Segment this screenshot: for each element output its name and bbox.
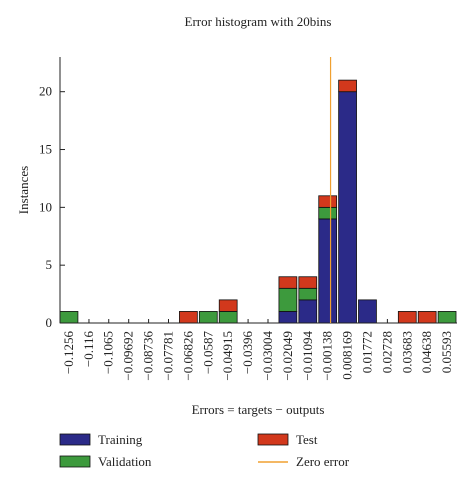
x-tick-label: −0.08736 [141,331,156,381]
x-tick-label: 0.03683 [399,331,414,373]
x-tick-label: 0.05593 [439,331,454,373]
legend-swatch [59,455,91,468]
x-tick-label: −0.00138 [320,331,335,381]
y-tick-label: 0 [46,315,53,330]
x-tick-label: 0.02728 [379,331,394,373]
bar [179,311,198,324]
y-axis-label: Instances [16,166,31,214]
x-tick-label: −0.04915 [220,331,235,381]
legend-label: Test [296,432,318,447]
bar [298,299,318,324]
x-tick-label: 0.04638 [419,331,434,373]
bar [318,206,338,220]
legend-swatch [257,433,289,446]
x-tick-label: −0.0396 [240,331,255,375]
x-tick-label: 0.01772 [359,331,374,373]
bar [218,299,238,312]
bar [437,311,457,324]
x-tick-label: −0.07781 [160,331,175,381]
x-tick-label: −0.01094 [300,331,315,381]
bar [278,276,298,289]
bar [318,218,338,324]
x-tick-label: −0.0587 [200,331,215,375]
bar [358,299,377,324]
x-tick-label: −0.03004 [260,331,275,381]
x-tick-label: −0.02049 [280,331,295,381]
bar [318,195,338,208]
x-tick-label: −0.1256 [61,331,76,375]
legend-label: Zero error [296,454,350,469]
y-tick-label: 5 [46,257,53,272]
x-tick-label: −0.09692 [121,331,136,381]
x-tick-label: 0.008169 [340,331,355,380]
bar [338,91,357,324]
legend-label: Validation [98,454,152,469]
bar [278,287,298,312]
bar [298,287,318,301]
bar [397,311,417,324]
bar [298,276,318,289]
legend-label: Training [98,432,143,447]
bar [218,311,238,324]
x-tick-label: −0.116 [81,331,96,368]
y-tick-label: 10 [39,199,52,214]
y-tick-label: 15 [39,142,52,157]
bar [417,311,437,324]
bar [338,79,357,93]
bar [59,311,79,324]
bar [198,311,218,324]
x-tick-label: −0.1065 [101,331,116,374]
y-tick-label: 20 [39,84,52,99]
bar [278,311,298,324]
chart-title: Error histogram with 20bins [185,14,332,29]
x-tick-label: −0.06826 [180,331,195,381]
x-axis-label: Errors = targets − outputs [192,402,325,417]
legend-swatch [59,433,91,446]
